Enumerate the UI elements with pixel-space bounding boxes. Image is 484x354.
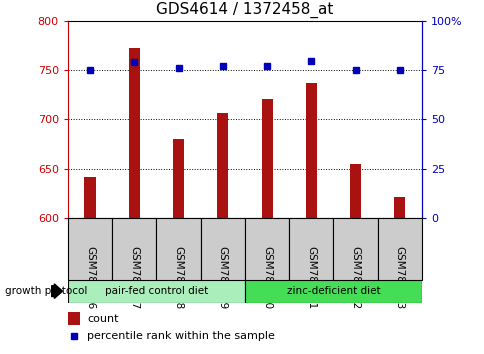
Text: zinc-deficient diet: zinc-deficient diet <box>286 286 379 296</box>
Text: pair-fed control diet: pair-fed control diet <box>105 286 208 296</box>
Bar <box>305 83 316 218</box>
Text: GSM780656: GSM780656 <box>85 246 95 309</box>
Text: count: count <box>87 314 119 324</box>
Text: growth protocol: growth protocol <box>5 286 87 296</box>
Bar <box>288 218 333 280</box>
Text: GSM780660: GSM780660 <box>261 246 272 309</box>
Bar <box>173 139 184 218</box>
FancyArrow shape <box>51 284 62 298</box>
Text: GSM780658: GSM780658 <box>173 246 183 309</box>
Bar <box>200 218 244 280</box>
Text: GSM780661: GSM780661 <box>306 246 316 309</box>
Bar <box>377 218 421 280</box>
Bar <box>393 197 405 218</box>
Bar <box>217 113 228 218</box>
Bar <box>156 218 200 280</box>
Title: GDS4614 / 1372458_at: GDS4614 / 1372458_at <box>156 2 333 18</box>
Text: GSM780659: GSM780659 <box>217 246 227 309</box>
Text: percentile rank within the sample: percentile rank within the sample <box>87 331 275 341</box>
Bar <box>244 280 421 303</box>
Bar <box>68 312 80 325</box>
Bar <box>112 218 156 280</box>
Bar <box>333 218 377 280</box>
Bar <box>68 280 244 303</box>
Text: GSM780657: GSM780657 <box>129 246 139 309</box>
Bar <box>261 99 272 218</box>
Text: GSM780662: GSM780662 <box>350 246 360 309</box>
Text: GSM780663: GSM780663 <box>394 246 404 309</box>
Bar <box>244 218 288 280</box>
Bar <box>84 177 95 218</box>
Bar <box>68 218 112 280</box>
Bar <box>128 48 139 218</box>
Bar <box>349 164 361 218</box>
